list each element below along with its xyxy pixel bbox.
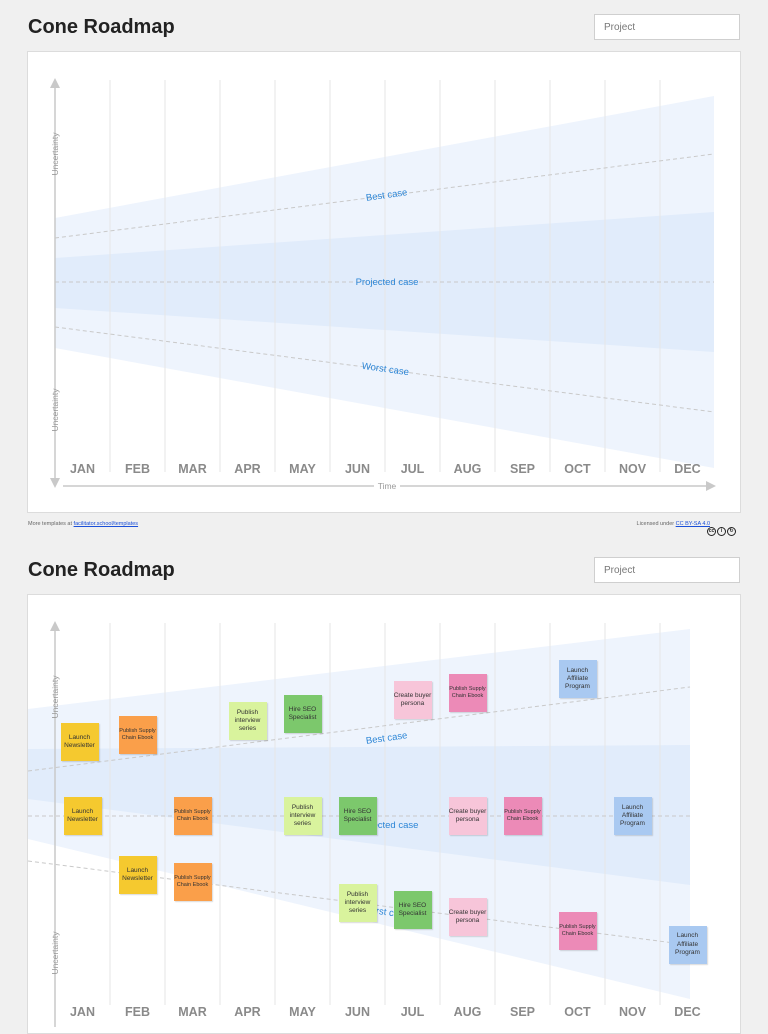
month-label-sep: SEP [510,1005,535,1019]
top-header: Cone Roadmap [0,0,768,40]
projected-case-label: Projected case [356,277,419,288]
month-label-jan: JAN [70,462,95,476]
license-link[interactable]: CC BY-SA 4.0 [675,521,710,527]
sticky-note[interactable]: Publish Supply Chain Ebook [173,862,212,901]
footer-templates-text: More templates at facilitator.school/tem… [28,521,138,527]
sticky-note[interactable]: Publish Supply Chain Ebook [173,797,212,835]
sticky-note[interactable]: Publish interview series [228,702,267,741]
project-input-example[interactable] [594,557,740,583]
cc-license-icons: cc i ↻ [707,519,737,537]
uncertainty-down-arrow [50,478,60,488]
sticky-note[interactable]: Launch Affiliate Program [558,660,597,699]
best-case-line [28,686,691,772]
uncertainty-axis-label: Uncertainty [50,931,60,975]
footer-license-text: Licensed under CC BY-SA 4.0 [637,521,710,527]
month-label-mar: MAR [178,462,206,476]
month-label-jun: JUN [345,462,370,476]
by-icon: i [717,527,726,536]
uncertainty-up-arrow [50,621,60,631]
sticky-note[interactable]: Publish Supply Chain Ebook [558,911,597,950]
templates-link[interactable]: facilitator.school/templates [73,521,139,527]
sticky-note[interactable]: Hire SEO Specialist [338,797,377,835]
sticky-note[interactable]: Launch Newsletter [118,855,157,894]
uncertainty-axis-label: Uncertainty [50,132,60,176]
sticky-note[interactable]: Create buyer persona [393,681,432,720]
month-label-may: MAY [289,1005,316,1019]
sa-icon: ↻ [727,527,736,536]
uncertainty-up-arrow [50,78,60,88]
sticky-note[interactable]: Launch Newsletter [60,723,99,762]
month-label-jan: JAN [70,1005,95,1019]
month-label-apr: APR [234,1005,260,1019]
month-label-apr: APR [234,462,260,476]
footer: More templates at facilitator.school/tem… [0,519,768,537]
month-label-feb: FEB [125,1005,150,1019]
sticky-note[interactable]: Publish interview series [283,797,322,835]
cc-icon: cc [707,527,716,536]
page-title-example: Cone Roadmap [28,559,175,581]
month-label-nov: NOV [619,1005,647,1019]
projected-case-label: Projected case [356,820,419,831]
sticky-note[interactable]: Publish Supply Chain Ebook [118,716,157,755]
month-label-jul: JUL [401,462,425,476]
month-label-oct: OCT [564,462,591,476]
sticky-note[interactable]: Publish Supply Chain Ebook [448,674,487,713]
footer-templates-prefix: More templates at [28,521,74,527]
month-label-dec: DEC [674,462,700,476]
month-label-dec: DEC [674,1005,700,1019]
month-label-nov: NOV [619,462,647,476]
sticky-note[interactable]: Hire SEO Specialist [393,890,432,929]
sticky-note[interactable]: Hire SEO Specialist [283,695,322,734]
sticky-note[interactable]: Publish Supply Chain Ebook [503,797,542,835]
month-label-sep: SEP [510,462,535,476]
page-title: Cone Roadmap [28,16,175,38]
month-label-aug: AUG [454,1005,482,1019]
month-label-aug: AUG [454,462,482,476]
time-arrow [706,481,716,491]
cone-roadmap-board: Best case Projected case Worst case Uncerta… [27,51,741,513]
sticky-note[interactable]: Launch Newsletter [63,797,102,835]
time-label-bg [374,481,400,491]
uncertainty-axis-label: Uncertainty [50,388,60,432]
sticky-note[interactable]: Create buyer persona [448,797,487,835]
footer-license-prefix: Licensed under [636,521,676,527]
sticky-note[interactable]: Launch Affiliate Program [668,925,707,964]
sticky-note[interactable]: Publish interview series [338,883,377,922]
uncertainty-axis-label: Uncertainty [50,675,60,719]
worst-case-line [54,326,715,413]
month-label-oct: OCT [564,1005,591,1019]
project-input[interactable] [594,14,740,40]
month-label-jun: JUN [345,1005,370,1019]
month-label-feb: FEB [125,462,150,476]
month-label-may: MAY [289,462,316,476]
month-label-mar: MAR [178,1005,206,1019]
bottom-header: Cone Roadmap [0,543,768,583]
cone-roadmap-example-board: Best case Projected case Worst case Uncerta… [27,594,741,1034]
month-label-jul: JUL [401,1005,425,1019]
time-axis-label: Time [378,481,397,491]
best-case-line [54,153,715,239]
sticky-note[interactable]: Create buyer persona [448,897,487,936]
sticky-note[interactable]: Launch Affiliate Program [613,797,652,835]
